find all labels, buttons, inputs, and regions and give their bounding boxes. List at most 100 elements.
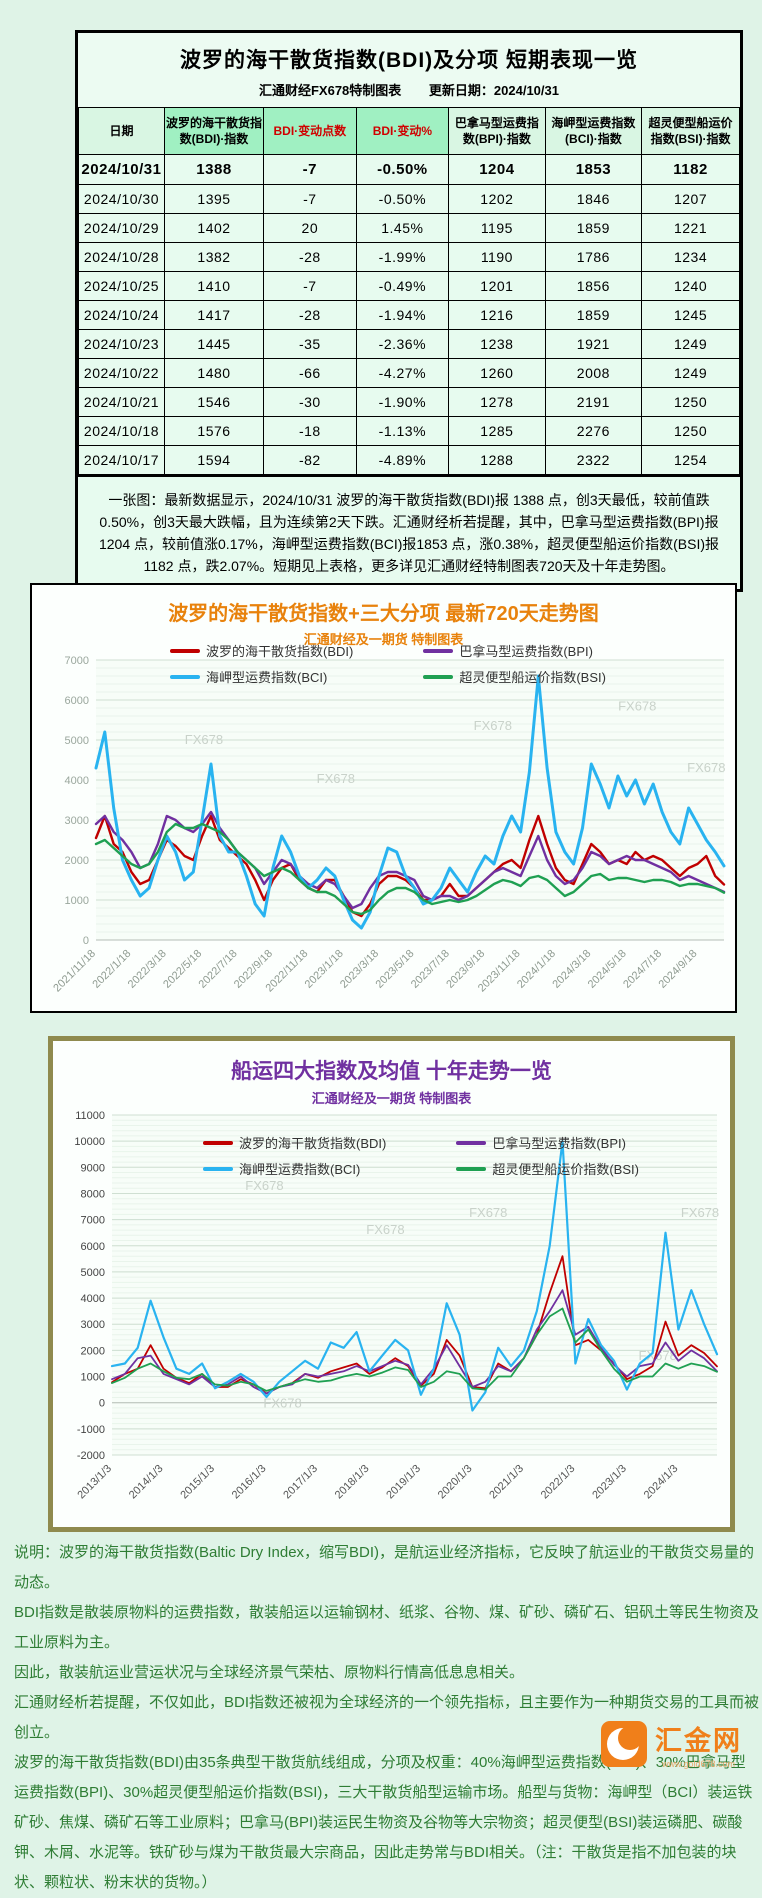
- table-cell: 1221: [641, 213, 740, 243]
- table-cell: -4.89%: [355, 445, 450, 475]
- table-row: 2024/10/25 1410 -7 -0.49% 1201 1856 1240: [78, 271, 740, 301]
- table-cell: 1594: [163, 445, 265, 475]
- line-chart-10y: -2000 -1000 0 1000 2000 3000 4000 5000 6000 7000 8…: [74, 1110, 719, 1502]
- legend: 波罗的海干散货指数(BDI) 巴拿马型运费指数(BPI) 海岬型运费指数(BCI) 超…: [203, 1133, 639, 1178]
- chart-720d-plot-holder: 0 1000 2000 3000 4000 5000 6000 7000 FX678 FX678 F…: [32, 650, 735, 1015]
- svg-text:2013/1/3: 2013/1/3: [75, 1463, 114, 1502]
- table-row: 2024/10/30 1395 -7 -0.50% 1202 1846 1207: [78, 184, 740, 214]
- table-row: 2024/10/29 1402 20 1.45% 1195 1859 1221: [78, 213, 740, 243]
- svg-text:-2000: -2000: [77, 1450, 105, 1462]
- svg-text:2014/1/3: 2014/1/3: [127, 1463, 166, 1502]
- legend-swatch: [203, 1166, 233, 1171]
- table-cell: 1388: [163, 154, 265, 185]
- table-cell: 2024/10/21: [78, 387, 165, 417]
- table-cell: 2024/10/29: [78, 213, 165, 243]
- table-cell: 1250: [641, 416, 740, 446]
- svg-text:FX678: FX678: [316, 771, 354, 786]
- svg-text:0: 0: [99, 1398, 105, 1410]
- table-cell: 1249: [641, 329, 740, 359]
- table-cell: 1417: [163, 300, 265, 330]
- table-cell: 1395: [163, 184, 265, 214]
- table-cell: -0.49%: [355, 271, 450, 301]
- table-row: 2024/10/31 1388 -7 -0.50% 1204 1853 1182: [78, 154, 740, 185]
- legend-label: 海岬型运费指数(BCI): [239, 1162, 361, 1177]
- table-update-date: 更新日期：2024/10/31: [428, 83, 559, 98]
- svg-text:4000: 4000: [81, 1293, 105, 1305]
- legend-swatch: [456, 1140, 487, 1145]
- svg-text:2017/1/3: 2017/1/3: [281, 1463, 320, 1502]
- table-cell: -82: [263, 445, 357, 475]
- table-cell: 1182: [641, 154, 740, 185]
- table-cell: 2024/10/18: [78, 416, 165, 446]
- table-cell: -66: [263, 358, 357, 388]
- footer-text: 说明：波罗的海干散货指数(Baltic Dry Index，缩写BDI)，是航运…: [14, 1538, 759, 1898]
- logo-crescent-cut: [618, 1726, 642, 1750]
- svg-text:9000: 9000: [81, 1162, 105, 1174]
- series-line-2: [110, 1140, 719, 1412]
- y-axis-labels: 0 1000 2000 3000 4000 5000 6000 7000: [64, 655, 88, 947]
- legend-item: 波罗的海干散货指数(BDI): [203, 1133, 386, 1152]
- logo-url: www.gold678.com: [661, 1759, 736, 1769]
- svg-text:FX678: FX678: [184, 732, 222, 747]
- table-cell: 1382: [163, 242, 265, 272]
- legend-item: 海岬型运费指数(BCI): [203, 1159, 386, 1178]
- table-cell: 1216: [448, 300, 546, 330]
- table-cell: 1234: [641, 242, 740, 272]
- legend-label: 海岬型运费指数(BCI): [206, 670, 328, 685]
- column-header: BDI·变动%: [355, 107, 450, 155]
- table-cell: 1285: [448, 416, 546, 446]
- table-cell: -1.94%: [355, 300, 450, 330]
- svg-text:2022/1/3: 2022/1/3: [539, 1463, 578, 1502]
- table-cell: -30: [263, 387, 357, 417]
- table-cell: 1238: [448, 329, 546, 359]
- legend: 波罗的海干散货指数(BDI) 巴拿马型运费指数(BPI) 海岬型运费指数(BCI) 超…: [170, 641, 606, 686]
- table-subtitle: 汇通财经FX678特制图表 更新日期：2024/10/31: [78, 78, 740, 107]
- table-cell: -0.50%: [355, 154, 450, 185]
- table-cell: 2024/10/22: [78, 358, 165, 388]
- line-chart-720d: 01000200030004000500060007000FX678FX678F…: [51, 655, 725, 995]
- table-cell: 1195: [448, 213, 546, 243]
- table-cell: 2024/10/30: [78, 184, 165, 214]
- legend-label: 波罗的海干散货指数(BDI): [206, 644, 354, 659]
- column-header: 海岬型运费指数(BCI)·指数: [544, 107, 643, 155]
- table-row: 2024/10/28 1382 -28 -1.99% 1190 1786 1234: [78, 242, 740, 272]
- legend-swatch: [423, 674, 454, 679]
- logo-text-block: 汇金网 www.gold678.com: [655, 1719, 742, 1769]
- svg-text:FX678: FX678: [469, 1205, 507, 1220]
- table-cell: -7: [263, 154, 357, 185]
- svg-text:2020/1/3: 2020/1/3: [436, 1463, 475, 1502]
- legend-label: 巴拿马型运费指数(BPI): [492, 1136, 626, 1151]
- table-cell: 1201: [448, 271, 546, 301]
- table-cell: 1240: [641, 271, 740, 301]
- legend-item: 超灵便型船运价指数(BSI): [423, 667, 606, 686]
- svg-text:2024/1/3: 2024/1/3: [642, 1463, 681, 1502]
- svg-text:2000: 2000: [81, 1345, 105, 1357]
- svg-text:6000: 6000: [81, 1241, 105, 1253]
- chart-720d-subtitle: 汇通财经及一期货 特制图表: [303, 632, 464, 647]
- footer-paragraph: 因此，散装航运业营运状况与全球经济景气荣枯、原物料行情高低息息相关。: [14, 1664, 525, 1681]
- table-source-label: 汇通财经FX678特制图表: [258, 83, 402, 98]
- major-gridlines: [95, 659, 724, 941]
- legend-swatch: [203, 1140, 233, 1145]
- table-title: 波罗的海干散货指数(BDI)及分项 短期表现一览: [180, 49, 638, 72]
- legend-label: 波罗的海干散货指数(BDI): [239, 1136, 387, 1151]
- table-cell: 1859: [544, 300, 643, 330]
- svg-text:2021/11/18: 2021/11/18: [51, 948, 98, 995]
- chart-720d-title: 波罗的海干散货指数+三大分项 最新720天走势图: [168, 603, 599, 625]
- table-cell: 1202: [448, 184, 546, 214]
- table-cell: 1410: [163, 271, 265, 301]
- svg-text:0: 0: [82, 935, 88, 947]
- svg-text:2015/1/3: 2015/1/3: [178, 1463, 217, 1502]
- table-body: 2024/10/31 1388 -7 -0.50% 1204 1853 1182 2024/1…: [78, 154, 740, 475]
- footer-paragraph: 波罗的海干散货指数(BDI)由35条典型干散货航线组成，分项及权重：40%海岬型…: [14, 1754, 753, 1891]
- logo-icon: [601, 1721, 647, 1767]
- svg-text:FX678: FX678: [245, 1178, 283, 1193]
- table-cell: 1546: [163, 387, 265, 417]
- footer-paragraph: 汇通财经析若提醒，不仅如此，BDI指数还被视为全球经济的一个领先指标，且主要作为…: [14, 1694, 760, 1741]
- chart-10y-title: 船运四大指数及均值 十年走势一览: [231, 1060, 552, 1083]
- legend-swatch: [423, 648, 454, 653]
- table-cell: 1254: [641, 445, 740, 475]
- table-row: 2024/10/23 1445 -35 -2.36% 1238 1921 1249: [78, 329, 740, 359]
- column-header: BDI·变动点数: [263, 107, 357, 155]
